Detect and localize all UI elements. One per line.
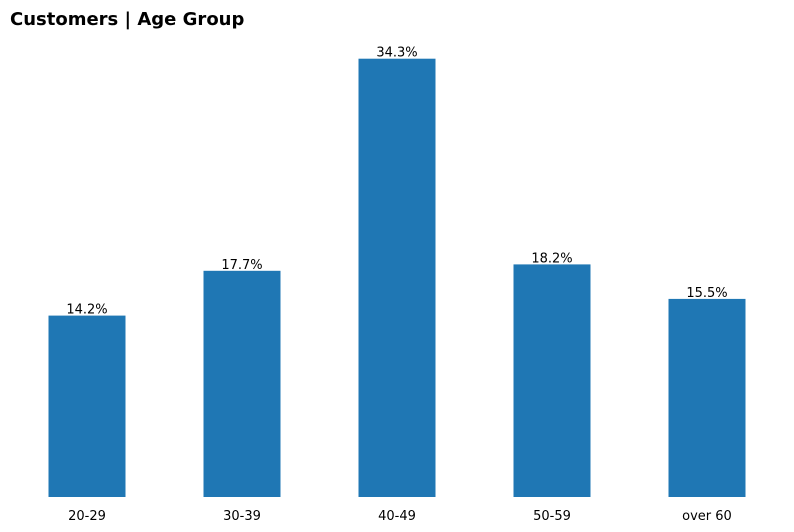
x-tick-label: over 60: [682, 509, 732, 524]
x-tick-label: 30-39: [223, 509, 261, 524]
chart-title: Customers | Age Group: [10, 9, 244, 30]
bar-20-29: [48, 315, 126, 497]
bars-group: [48, 58, 746, 497]
bar-over-60: [668, 298, 746, 497]
bar-value-label: 34.3%: [376, 46, 417, 61]
bar-value-label: 14.2%: [66, 303, 107, 318]
bar-labels-group: 14.2% 17.7% 34.3% 18.2% 15.5%: [66, 46, 727, 318]
bar-value-label: 17.7%: [221, 258, 262, 273]
bar-30-39: [203, 270, 281, 497]
x-tick-label: 20-29: [68, 509, 106, 524]
bar-50-59: [513, 264, 591, 497]
bar-value-label: 15.5%: [686, 286, 727, 301]
bar-value-label: 18.2%: [531, 251, 572, 266]
bar-40-49: [358, 58, 436, 497]
x-tick-label: 40-49: [378, 509, 416, 524]
x-tick-label: 50-59: [533, 509, 571, 524]
x-tick-labels-group: 20-29 30-39 40-49 50-59 over 60: [68, 509, 732, 524]
